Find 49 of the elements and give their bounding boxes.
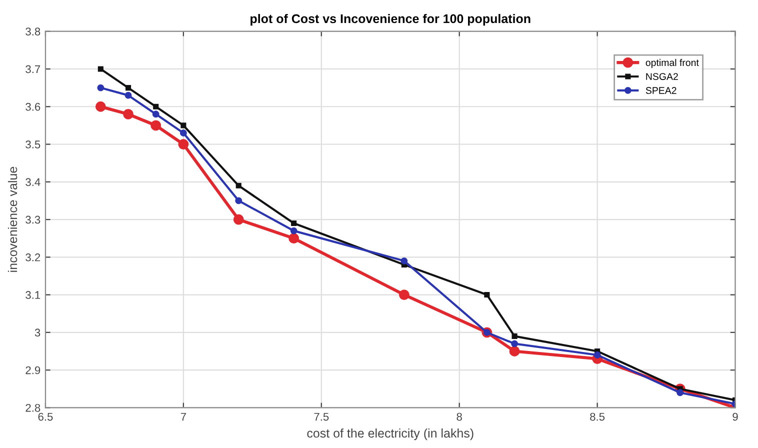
point: [150, 120, 162, 131]
y-tick-label: 3.7: [26, 65, 40, 74]
point: [125, 85, 132, 91]
x-tick-label: 7: [180, 412, 186, 421]
point: [233, 214, 244, 225]
y-tick-label: 3.6: [26, 102, 40, 111]
point: [236, 182, 242, 188]
point: [180, 129, 187, 136]
y-tick-label: 3.1: [26, 291, 40, 299]
point: [512, 333, 518, 339]
point: [123, 108, 134, 120]
point: [153, 104, 159, 110]
point: [509, 346, 520, 356]
y-tick-label: 3.3: [26, 216, 40, 224]
point: [97, 84, 104, 92]
point: [178, 139, 189, 150]
point: [398, 290, 410, 300]
x-tick-label: 8: [456, 412, 462, 421]
point: [95, 101, 106, 112]
point: [152, 110, 160, 118]
point: [98, 66, 104, 72]
point: [511, 340, 518, 348]
y-tick-label: 3.2: [26, 253, 40, 262]
y-tick-label: 3.5: [26, 140, 40, 148]
y-tick-label: 3.4: [26, 178, 40, 186]
x-axis-title: cost of the electricity (in lakhs): [307, 428, 474, 440]
point: [291, 220, 297, 226]
point: [484, 292, 490, 298]
y-tick-label: 3.8: [26, 28, 40, 36]
y-tick-label: 2.8: [26, 404, 40, 412]
y-tick-label: 3: [34, 328, 40, 337]
legend-label: optimal front: [646, 58, 699, 68]
y-tick-label: 2.9: [26, 366, 40, 374]
point: [400, 257, 408, 264]
x-tick-label: 7.5: [314, 412, 329, 421]
y-axis-title: incovenience value: [8, 166, 18, 272]
x-tick-label: 8.5: [590, 412, 605, 421]
legend-label: NSGA2: [646, 73, 678, 80]
point: [676, 389, 684, 396]
point: [124, 92, 132, 99]
point: [594, 352, 601, 358]
point: [235, 197, 242, 204]
point: [288, 233, 300, 244]
legend-label: SPEA2: [646, 87, 676, 94]
chart-title: plot of Cost vs Incovenience for 100 population: [250, 14, 530, 26]
point: [180, 122, 186, 128]
point: [290, 227, 298, 234]
x-tick-label: 9: [732, 412, 738, 421]
x-tick-label: 6.5: [38, 412, 53, 421]
